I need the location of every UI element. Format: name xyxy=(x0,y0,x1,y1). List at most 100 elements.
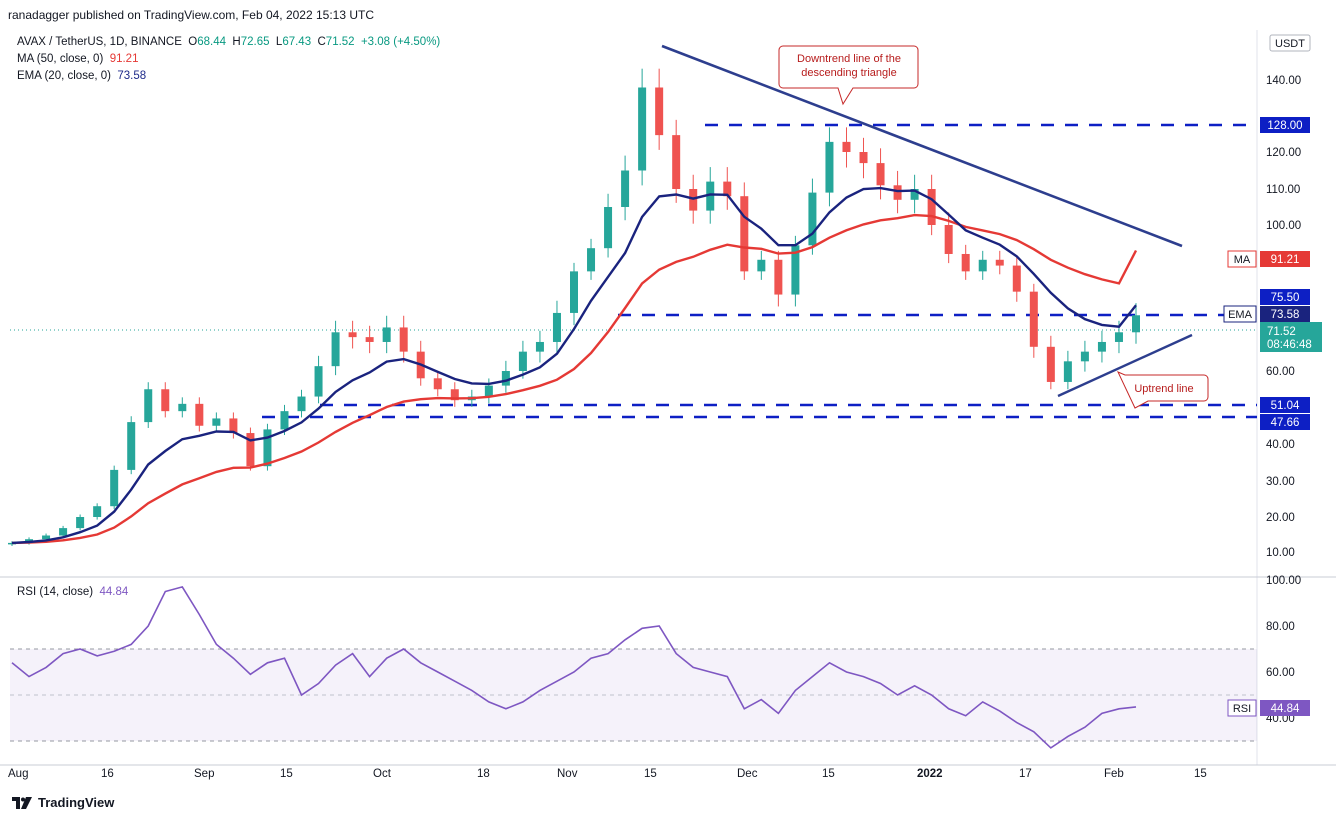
candle-body xyxy=(59,528,68,536)
candle-body xyxy=(246,433,255,467)
candle-body xyxy=(1097,341,1106,352)
candle-body xyxy=(144,389,153,423)
candle-body xyxy=(382,327,391,342)
candle-body xyxy=(927,189,936,225)
candle-body xyxy=(876,163,885,186)
x-tick-dec: Dec xyxy=(737,768,758,780)
candle-body xyxy=(961,253,970,272)
candle-body xyxy=(706,181,715,211)
x-tick-sep: Sep xyxy=(194,768,214,780)
candle-body xyxy=(587,248,596,272)
y-tick-40: 40.00 xyxy=(1266,439,1295,451)
tag-last-text: 71.52 xyxy=(1267,326,1296,338)
candle-body xyxy=(365,337,374,342)
tag-128 xyxy=(1260,117,1310,133)
currency-box[interactable] xyxy=(1269,34,1311,52)
candle-body xyxy=(1029,291,1038,347)
downtrend-callout-text-2: descending triangle xyxy=(801,67,896,79)
candle-body xyxy=(570,271,578,313)
ema20-line xyxy=(11,186,1137,545)
tag-51-text: 51.04 xyxy=(1271,400,1300,412)
tag-ma-label: MA xyxy=(1234,254,1251,266)
candle-body xyxy=(1080,351,1089,362)
rsi-line xyxy=(11,585,1137,749)
candle-body xyxy=(314,366,323,397)
tag-128-text: 128.00 xyxy=(1267,120,1302,132)
candle-body xyxy=(450,389,459,401)
tradingview-brand-text: TradingView xyxy=(38,795,115,810)
tag-ema-label-box xyxy=(1223,305,1257,323)
candle-body xyxy=(110,469,119,507)
candle-body xyxy=(1063,361,1072,382)
candle-body xyxy=(893,185,902,200)
candle-body xyxy=(127,422,136,470)
candle-body xyxy=(978,259,987,272)
candle-body xyxy=(604,207,613,249)
candle-body xyxy=(76,517,85,529)
rsi-axis-label: RSI xyxy=(1233,703,1251,715)
candle-body xyxy=(535,341,544,352)
candle-body xyxy=(808,192,817,246)
candle-body xyxy=(195,403,204,426)
candle-body xyxy=(791,245,800,295)
tag-countdown-text: 08:46:48 xyxy=(1267,339,1312,351)
tag-75-text: 75.50 xyxy=(1271,292,1300,304)
candle-body xyxy=(1046,346,1055,382)
x-tick-15d: 15 xyxy=(1194,768,1207,780)
candle-body xyxy=(433,378,442,390)
low-label: L xyxy=(275,36,283,48)
ma-value: 91.21 xyxy=(109,53,139,65)
downtrend-callout: Downtrend line of the descending triangl… xyxy=(778,45,919,106)
candle-body xyxy=(178,403,187,412)
candle-body xyxy=(825,141,834,193)
candle-body xyxy=(263,429,272,467)
y-tick-20: 20.00 xyxy=(1266,512,1295,524)
open-label: O xyxy=(188,36,198,48)
candle-body xyxy=(518,351,527,371)
candle-body xyxy=(229,418,238,434)
y-tick-10: 10.00 xyxy=(1266,547,1295,559)
candle-body xyxy=(723,181,732,197)
currency-label[interactable]: USDT xyxy=(1275,38,1305,50)
candle-body xyxy=(399,327,408,352)
change-value: +3.08 (+4.50%) xyxy=(360,36,441,48)
x-tick-16: 16 xyxy=(101,768,114,780)
candle-body xyxy=(774,259,783,295)
y-tick-60: 60.00 xyxy=(1266,366,1295,378)
candle-body xyxy=(42,535,51,540)
legend-ema-row: EMA (20, close, 0) 73.58 xyxy=(17,70,146,82)
rsi-axis-label-box xyxy=(1227,699,1257,717)
candle-body xyxy=(161,389,170,412)
uptrend-line xyxy=(1057,333,1193,398)
legend-symbol-row: AVAX / TetherUS, 1D, BINANCE O68.44 H72.… xyxy=(17,36,440,48)
tag-47-text: 47.66 xyxy=(1271,417,1300,429)
tag-ma-text: 91.21 xyxy=(1271,254,1300,266)
candle-body xyxy=(944,225,953,254)
price-axis-tags: 128.00 MA 91.21 75.50 EMA 73.58 71.52 08… xyxy=(1223,117,1322,430)
candle-body xyxy=(484,385,493,397)
candle-body xyxy=(621,170,630,207)
candles-group xyxy=(8,68,1140,546)
rsi-label: RSI (14, close) xyxy=(17,586,94,598)
x-tick-17: 17 xyxy=(1019,768,1032,780)
low-value: 67.43 xyxy=(282,36,312,48)
x-tick-nov: Nov xyxy=(557,768,578,780)
y-tick-140: 140.00 xyxy=(1266,75,1301,87)
x-tick-18: 18 xyxy=(477,768,490,780)
tag-last xyxy=(1260,322,1322,352)
rsi-tick-100: 100.00 xyxy=(1266,575,1301,587)
downtrend-callout-text-1: Downtrend line of the xyxy=(797,53,901,65)
rsi-tick-60: 60.00 xyxy=(1266,667,1295,679)
candle-body xyxy=(8,542,16,545)
rsi-axis-tag xyxy=(1260,700,1310,716)
tag-51 xyxy=(1260,397,1310,413)
high-value: 72.65 xyxy=(240,36,270,48)
tag-47 xyxy=(1260,414,1310,430)
candle-body xyxy=(910,189,919,200)
y-tick-120: 120.00 xyxy=(1266,147,1301,159)
uptrend-callout: Uptrend line xyxy=(1116,371,1209,409)
candle-body xyxy=(552,312,561,342)
ema-value: 73.58 xyxy=(117,70,147,82)
x-tick-feb: Feb xyxy=(1104,768,1124,780)
